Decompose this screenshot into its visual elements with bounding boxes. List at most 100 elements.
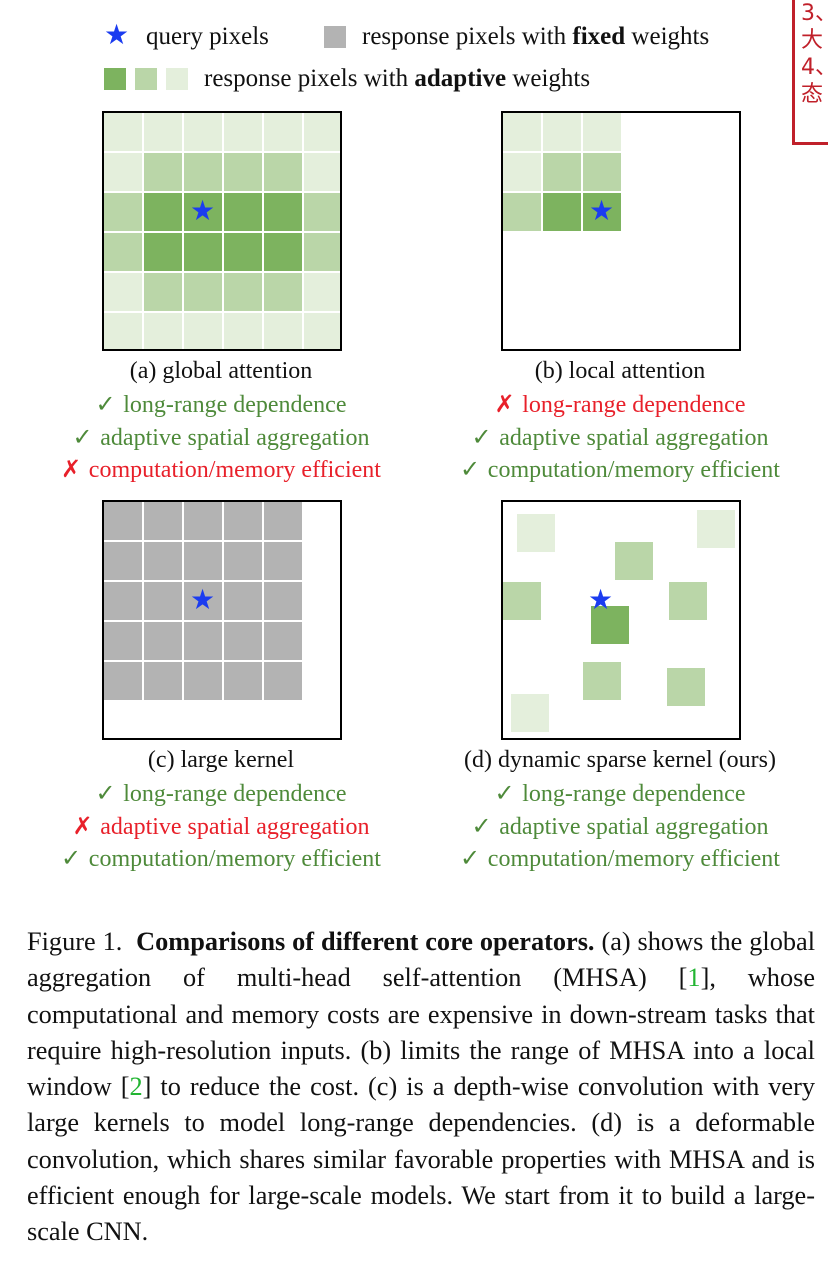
response-pixel-fixed xyxy=(264,662,302,700)
response-pixel-adaptive xyxy=(304,113,340,151)
query-star-icon: ★ xyxy=(589,196,615,227)
response-pixel-fixed xyxy=(224,542,262,580)
corner-annotation: 3、 大 4、 态 xyxy=(792,0,828,145)
corner-line-2: 大 xyxy=(801,28,824,53)
property-label: adaptive spatial aggregation xyxy=(100,424,370,451)
response-pixel-adaptive xyxy=(104,153,142,191)
check-icon: ✓ xyxy=(471,422,500,451)
cross-icon: ✗ xyxy=(72,811,101,840)
response-pixel-adaptive xyxy=(144,313,182,349)
property-label: computation/memory efficient xyxy=(88,846,381,872)
response-pixel-adaptive xyxy=(104,193,142,231)
property-label: computation/memory efficient xyxy=(487,457,780,483)
response-pixel-adaptive xyxy=(543,113,581,151)
panel-large-kernel: ★ xyxy=(102,500,342,740)
property-label: adaptive spatial aggregation xyxy=(499,813,769,840)
response-pixel-fixed xyxy=(104,502,142,540)
response-pixel-adaptive xyxy=(184,193,222,231)
response-pixel-fixed xyxy=(224,502,262,540)
check-icon: ✓ xyxy=(95,390,124,418)
query-star-icon: ★ xyxy=(190,585,216,616)
legend-adaptive-swatch-light xyxy=(166,68,188,90)
response-pixel-adaptive xyxy=(615,542,653,580)
legend-fixed-swatch xyxy=(324,26,346,48)
response-pixel-adaptive xyxy=(184,313,222,349)
response-pixel-fixed xyxy=(264,582,302,620)
property-item: ✓ adaptive spatial aggregation xyxy=(472,423,769,452)
response-pixel-fixed xyxy=(184,622,222,660)
corner-line-3: 4、 xyxy=(801,55,828,80)
legend-fixed-label: response pixels with fixed weights xyxy=(362,23,709,51)
response-pixel-fixed xyxy=(144,662,182,700)
property-item: ✓ adaptive spatial aggregation xyxy=(472,812,769,841)
legend-adaptive-swatch-mid xyxy=(135,68,157,90)
response-pixel-adaptive xyxy=(264,113,302,151)
response-pixel-adaptive xyxy=(224,113,262,151)
check-icon: ✓ xyxy=(72,422,101,451)
response-pixel-fixed xyxy=(104,582,142,620)
legend-query-label: query pixels xyxy=(146,23,269,50)
response-pixel-adaptive xyxy=(224,193,262,231)
property-label: long-range dependence xyxy=(522,392,746,418)
response-pixel-adaptive xyxy=(304,193,340,231)
cross-icon: ✗ xyxy=(61,455,89,483)
citation-link-2[interactable]: 2 xyxy=(129,1072,143,1102)
check-icon: ✓ xyxy=(61,844,89,872)
response-pixel-adaptive xyxy=(144,273,182,311)
response-pixel-adaptive xyxy=(264,273,302,311)
response-pixel-adaptive xyxy=(503,153,541,191)
property-item: ✗ computation/memory efficient xyxy=(61,455,381,484)
response-pixel-fixed xyxy=(224,662,262,700)
caption-b: (b) local attention xyxy=(534,358,706,384)
response-pixel-adaptive xyxy=(583,662,621,700)
response-pixel-adaptive xyxy=(224,273,262,311)
caption-text-2: ], whose computational and memory costs … xyxy=(27,963,815,1102)
response-pixel-adaptive xyxy=(583,153,621,191)
caption-text-1: (a) shows the global aggregation of mult… xyxy=(27,927,816,993)
caption-c: (c) large kernel xyxy=(147,747,295,773)
response-pixel-adaptive xyxy=(543,193,581,231)
legend-adaptive-swatch-dark xyxy=(104,68,126,90)
property-label: adaptive spatial aggregation xyxy=(499,424,769,451)
response-pixel-adaptive xyxy=(304,233,340,271)
property-label: computation/memory efficient xyxy=(88,457,381,483)
legend-adaptive-suffix: weights xyxy=(506,65,591,92)
response-pixel-adaptive xyxy=(184,233,222,271)
response-pixel-adaptive xyxy=(503,193,541,231)
response-pixel-adaptive xyxy=(583,193,621,231)
property-item: ✓ computation/memory efficient xyxy=(61,844,381,873)
panel-global-attention: ★ xyxy=(102,111,342,351)
property-item: ✓ computation/memory efficient xyxy=(460,455,780,484)
check-icon: ✓ xyxy=(460,844,488,872)
legend-adaptive-prefix: response pixels with xyxy=(204,65,415,92)
response-pixel-fixed xyxy=(224,582,262,620)
response-pixel-fixed xyxy=(184,542,222,580)
property-item: ✓ long-range dependence xyxy=(96,390,347,419)
response-pixel-adaptive xyxy=(144,193,182,231)
response-pixel-adaptive xyxy=(104,273,142,311)
response-pixel-fixed xyxy=(264,542,302,580)
response-pixel-fixed xyxy=(264,502,302,540)
caption-text-3: ] to reduce the cost. (c) is a depth-wis… xyxy=(27,1072,815,1247)
legend-fixed-bold: fixed xyxy=(572,23,626,50)
response-pixel-adaptive xyxy=(184,153,222,191)
response-pixel-adaptive xyxy=(184,113,222,151)
query-star-icon: ★ xyxy=(104,20,130,51)
legend-fixed-prefix: response pixels with xyxy=(362,23,573,50)
property-item: ✓ computation/memory efficient xyxy=(460,844,780,873)
response-pixel-adaptive xyxy=(224,233,262,271)
query-star-icon: ★ xyxy=(588,585,614,616)
panel-dynamic-sparse-kernel: ★ xyxy=(501,500,741,740)
response-pixel-adaptive xyxy=(667,668,705,706)
response-pixel-adaptive xyxy=(224,153,262,191)
legend-fixed-suffix: weights xyxy=(625,23,710,50)
check-icon: ✓ xyxy=(471,811,500,840)
response-pixel-adaptive xyxy=(543,153,581,191)
property-item: ✗ adaptive spatial aggregation xyxy=(73,812,370,841)
caption-a: (a) global attention xyxy=(129,358,313,384)
response-pixel-fixed xyxy=(144,582,182,620)
check-icon: ✓ xyxy=(494,779,523,807)
response-pixel-adaptive xyxy=(264,233,302,271)
check-icon: ✓ xyxy=(460,455,488,483)
citation-link-1[interactable]: 1 xyxy=(687,963,701,993)
